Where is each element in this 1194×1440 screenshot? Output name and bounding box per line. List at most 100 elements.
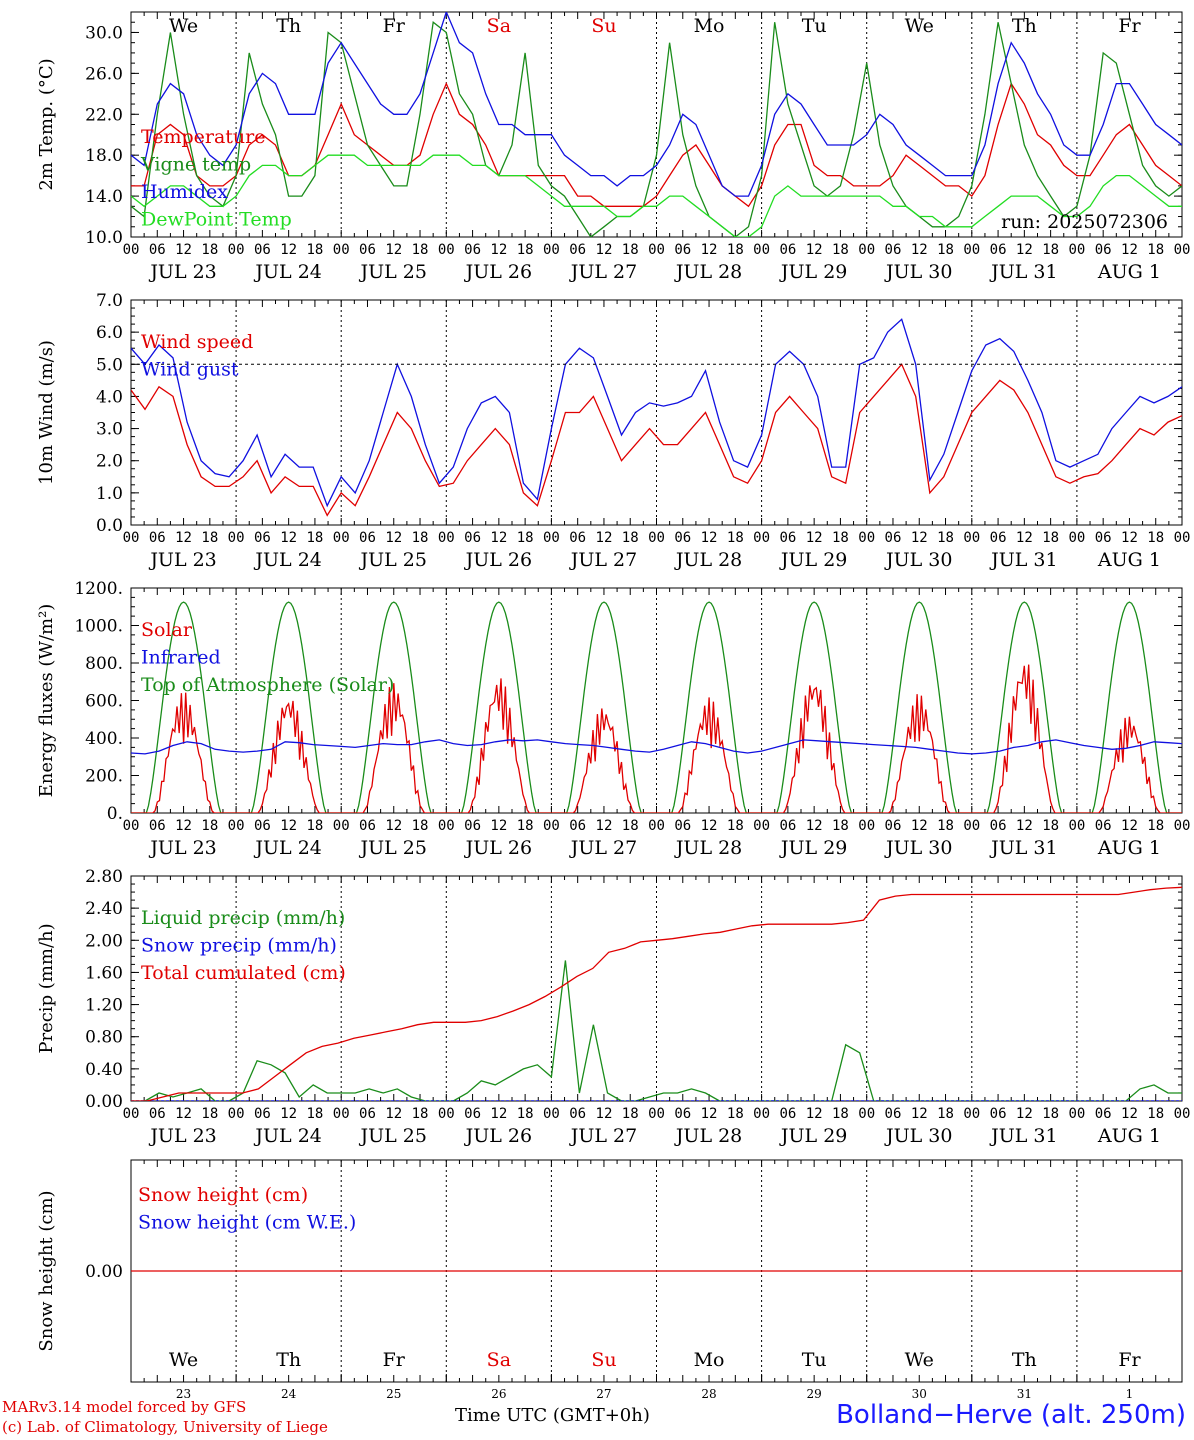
hour-tick-label: 00 [123, 1106, 140, 1122]
hour-tick-label: 06 [149, 530, 166, 546]
hour-tick-label: 12 [911, 818, 928, 834]
legend-entry: DewPoint Temp [141, 209, 292, 231]
weekday-label: Fr [383, 1349, 406, 1371]
weekday-label: We [169, 15, 198, 37]
hour-tick-label: 06 [254, 818, 271, 834]
hour-tick-label: 00 [753, 530, 770, 546]
hour-tick-label: 18 [1147, 530, 1164, 546]
hour-tick-label: 00 [1068, 530, 1085, 546]
y-tick-label: 2.0 [96, 452, 123, 472]
y-tick-label: 1.60 [85, 963, 123, 983]
hour-tick-label: 06 [149, 818, 166, 834]
legend-entry: Top of Atmosphere (Solar) [141, 674, 394, 696]
y-tick-label: 1200. [74, 579, 123, 599]
weekday-label: We [905, 1349, 934, 1371]
hour-tick-label: 12 [701, 530, 718, 546]
hour-tick-label: 18 [622, 1106, 639, 1122]
day-number-label: 28 [701, 1387, 716, 1401]
hour-tick-label: 12 [806, 242, 823, 258]
y-tick-label: 1000. [74, 617, 123, 637]
legend-entry: Total cumulated (cm) [141, 962, 346, 984]
date-label: JUL 27 [569, 549, 637, 571]
y-tick-label: 26.0 [85, 64, 123, 84]
hour-tick-label: 00 [963, 818, 980, 834]
day-number-label: 1 [1126, 1387, 1134, 1401]
hour-tick-label: 18 [517, 818, 534, 834]
date-label: JUL 25 [359, 837, 427, 859]
hour-tick-label: 12 [490, 530, 507, 546]
day-number-label: 30 [912, 1387, 927, 1401]
date-label: JUL 26 [464, 837, 532, 859]
hour-tick-label: 12 [280, 1106, 297, 1122]
hour-tick-label: 12 [385, 530, 402, 546]
hour-tick-label: 06 [569, 1106, 586, 1122]
panel-2: 0. 200. 400. 600. 800. 1000. 1200. Energy fluxe… [36, 579, 1190, 859]
weekday-label: Mo [694, 1349, 725, 1371]
hour-tick-label: 18 [1147, 1106, 1164, 1122]
y-tick-label: 0. [107, 804, 123, 824]
y-tick-label: 1.0 [96, 484, 123, 504]
y-tick-label: 18.0 [85, 146, 123, 166]
time-axis-label: Time UTC (GMT+0h) [455, 1405, 650, 1426]
date-label: JUL 23 [148, 261, 216, 283]
date-label: JUL 31 [989, 837, 1057, 859]
hour-tick-label: 06 [1095, 1106, 1112, 1122]
hour-tick-label: 18 [517, 242, 534, 258]
hour-tick-label: 00 [1068, 1106, 1085, 1122]
legend-entry: Temperature [141, 126, 265, 148]
y-tick-label: 2.80 [85, 867, 123, 887]
hour-tick-label: 18 [622, 818, 639, 834]
hour-tick-label: 18 [727, 530, 744, 546]
date-label: AUG 1 [1097, 1125, 1161, 1147]
hour-tick-label: 06 [990, 242, 1007, 258]
legend-entry: Snow precip (mm/h) [141, 935, 337, 957]
hour-tick-label: 18 [306, 1106, 323, 1122]
hour-tick-label: 00 [543, 818, 560, 834]
hour-tick-label: 18 [201, 818, 218, 834]
hour-tick-label: 18 [832, 1106, 849, 1122]
legend-entry: Snow height (cm W.E.) [138, 1212, 356, 1234]
hour-tick-label: 00 [543, 1106, 560, 1122]
hour-tick-label: 00 [648, 1106, 665, 1122]
hour-tick-label: 12 [280, 530, 297, 546]
y-tick-label: 14.0 [85, 187, 123, 207]
hour-tick-label: 18 [937, 1106, 954, 1122]
hour-tick-label: 12 [701, 818, 718, 834]
panel-3: 0.00 0.40 0.80 1.20 1.60 2.00 2.40 2.80 Precip (… [36, 867, 1190, 1147]
date-label: JUL 31 [989, 261, 1057, 283]
hour-tick-label: 18 [306, 818, 323, 834]
hour-tick-label: 06 [674, 242, 691, 258]
date-label: JUL 26 [464, 549, 532, 571]
date-label: JUL 27 [569, 1125, 637, 1147]
hour-tick-label: 18 [937, 818, 954, 834]
hour-tick-label: 12 [701, 242, 718, 258]
hour-tick-label: 18 [412, 530, 429, 546]
series-line [131, 12, 1182, 197]
hour-tick-label: 18 [832, 818, 849, 834]
day-number-label: 27 [596, 1387, 611, 1401]
y-axis-label: Energy fluxes (W/m²) [36, 604, 57, 798]
hour-tick-label: 00 [1174, 242, 1191, 258]
hour-tick-label: 12 [806, 1106, 823, 1122]
y-axis-label: Snow height (cm) [36, 1190, 57, 1351]
legend-entry: Solar [141, 619, 193, 641]
hour-tick-label: 06 [149, 242, 166, 258]
hour-tick-label: 06 [254, 242, 271, 258]
bottom-axis: 23 24 25 26 27 28 29 30 31 1 [130, 1374, 1183, 1401]
hour-tick-label: 06 [1095, 530, 1112, 546]
hour-tick-label: 12 [175, 242, 192, 258]
hour-tick-label: 06 [674, 530, 691, 546]
date-label: JUL 31 [989, 1125, 1057, 1147]
date-label: JUL 23 [148, 837, 216, 859]
weekday-label: Tu [802, 1349, 827, 1371]
y-axis-label: 10m Wind (m/s) [36, 340, 57, 485]
hour-tick-label: 18 [1147, 242, 1164, 258]
y-tick-label: 2.00 [85, 931, 123, 951]
hour-tick-label: 00 [858, 1106, 875, 1122]
hour-tick-label: 18 [622, 242, 639, 258]
hour-tick-label: 00 [123, 530, 140, 546]
hour-tick-label: 18 [1147, 818, 1164, 834]
day-number-label: 24 [281, 1387, 297, 1401]
weekday-label: Th [276, 1349, 301, 1371]
hour-tick-label: 00 [963, 530, 980, 546]
